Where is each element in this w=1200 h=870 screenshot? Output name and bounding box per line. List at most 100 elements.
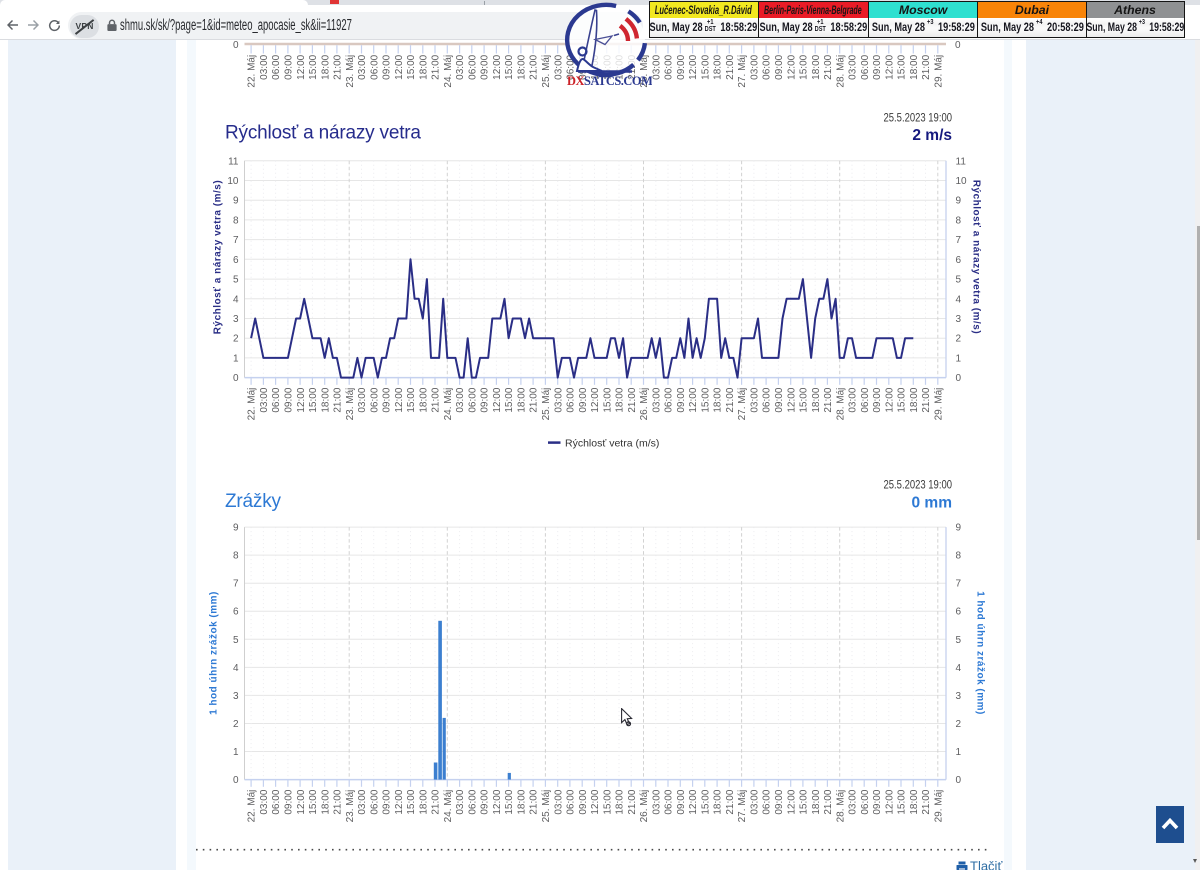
svg-text:18:00: 18:00 [909,789,920,814]
svg-text:06:00: 06:00 [369,387,380,412]
svg-text:06:00: 06:00 [271,54,282,79]
svg-text:21:00: 21:00 [627,387,638,412]
svg-text:03:00: 03:00 [750,387,761,412]
svg-text:15:00: 15:00 [308,54,319,79]
svg-text:9: 9 [956,523,962,534]
svg-text:29. Máj: 29. Máj [933,55,944,88]
svg-text:21:00: 21:00 [823,789,834,814]
svg-text:21:00: 21:00 [431,387,442,412]
svg-text:03:00: 03:00 [750,789,761,814]
svg-text:09:00: 09:00 [774,54,785,79]
svg-text:06:00: 06:00 [369,789,380,814]
svg-text:03:00: 03:00 [455,387,466,412]
svg-text:Zrážky: Zrážky [225,491,282,512]
svg-text:22. Máj: 22. Máj [247,388,258,421]
svg-text:12:00: 12:00 [688,54,699,79]
svg-text:06:00: 06:00 [271,789,282,814]
svg-text:7: 7 [956,235,962,246]
svg-text:25. Máj: 25. Máj [541,790,552,823]
svg-text:09:00: 09:00 [382,387,393,412]
svg-text:4: 4 [233,294,239,305]
svg-text:12:00: 12:00 [786,387,797,412]
svg-text:11: 11 [956,156,967,167]
svg-text:10: 10 [956,176,968,187]
svg-text:09:00: 09:00 [284,54,295,79]
svg-text:21:00: 21:00 [725,54,736,79]
svg-text:21:00: 21:00 [333,54,344,79]
svg-text:03:00: 03:00 [553,387,564,412]
svg-text:23. Máj: 23. Máj [345,388,356,421]
svg-text:15:00: 15:00 [406,387,417,412]
svg-text:21:00: 21:00 [333,789,344,814]
svg-text:15:00: 15:00 [799,789,810,814]
svg-text:15:00: 15:00 [504,789,515,814]
svg-text:8: 8 [956,215,962,226]
svg-text:18:00: 18:00 [615,387,626,412]
svg-text:03:00: 03:00 [651,54,662,79]
svg-text:18:00: 18:00 [517,789,528,814]
svg-text:21:00: 21:00 [431,789,442,814]
svg-text:21:00: 21:00 [823,387,834,412]
svg-text:18:00: 18:00 [517,54,528,79]
svg-text:15:00: 15:00 [897,387,908,412]
svg-text:18:00: 18:00 [418,54,429,79]
svg-text:28. Máj: 28. Máj [835,388,846,421]
svg-text:9: 9 [233,196,239,207]
svg-text:6: 6 [956,255,962,266]
svg-text:03:00: 03:00 [357,789,368,814]
svg-text:12:00: 12:00 [590,387,601,412]
svg-text:09:00: 09:00 [284,387,295,412]
svg-text:03:00: 03:00 [750,54,761,79]
svg-text:22. Máj: 22. Máj [247,55,258,88]
svg-text:15:00: 15:00 [504,387,515,412]
svg-text:21:00: 21:00 [921,387,932,412]
svg-text:Rýchlosť a nárazy vetra: Rýchlosť a nárazy vetra [225,123,421,144]
svg-text:28. Máj: 28. Máj [835,55,846,88]
svg-text:18:00: 18:00 [811,54,822,79]
svg-text:15:00: 15:00 [504,54,515,79]
svg-text:5: 5 [233,275,239,286]
svg-text:8: 8 [956,551,962,562]
svg-text:21:00: 21:00 [725,387,736,412]
svg-text:6: 6 [233,607,239,618]
svg-text:12:00: 12:00 [394,789,405,814]
svg-text:06:00: 06:00 [664,789,675,814]
svg-text:25.5.2023 19:00: 25.5.2023 19:00 [884,478,953,492]
svg-text:12:00: 12:00 [492,387,503,412]
svg-text:26. Máj: 26. Máj [639,388,650,421]
svg-text:3: 3 [956,691,962,702]
svg-text:09:00: 09:00 [480,789,491,814]
svg-text:06:00: 06:00 [467,387,478,412]
svg-text:7: 7 [956,579,962,590]
svg-text:06:00: 06:00 [467,789,478,814]
svg-text:18:00: 18:00 [811,387,822,412]
svg-text:26. Máj: 26. Máj [639,55,650,88]
svg-text:09:00: 09:00 [872,387,883,412]
svg-text:7: 7 [233,579,239,590]
svg-text:1 hod úhrn zrážok (mm): 1 hod úhrn zrážok (mm) [209,591,220,715]
svg-text:09:00: 09:00 [578,387,589,412]
svg-text:25. Máj: 25. Máj [541,388,552,421]
svg-text:06:00: 06:00 [271,387,282,412]
svg-text:12:00: 12:00 [884,789,895,814]
svg-text:12:00: 12:00 [884,54,895,79]
svg-text:12:00: 12:00 [590,789,601,814]
svg-text:09:00: 09:00 [872,54,883,79]
svg-text:9: 9 [956,196,962,207]
svg-text:18:00: 18:00 [909,54,920,79]
svg-text:27. Máj: 27. Máj [737,790,748,823]
svg-text:12:00: 12:00 [688,789,699,814]
svg-text:1: 1 [956,353,962,364]
svg-text:15:00: 15:00 [799,54,810,79]
svg-text:Rýchlosť a nárazy vetra (m/s): Rýchlosť a nárazy vetra (m/s) [213,180,224,334]
svg-text:29. Máj: 29. Máj [933,790,944,823]
svg-text:09:00: 09:00 [774,789,785,814]
svg-text:5: 5 [956,635,962,646]
svg-text:06:00: 06:00 [566,789,577,814]
svg-text:03:00: 03:00 [651,789,662,814]
svg-text:21:00: 21:00 [921,789,932,814]
svg-text:21:00: 21:00 [627,789,638,814]
svg-text:12:00: 12:00 [394,54,405,79]
svg-text:1: 1 [233,747,239,758]
svg-text:09:00: 09:00 [480,54,491,79]
